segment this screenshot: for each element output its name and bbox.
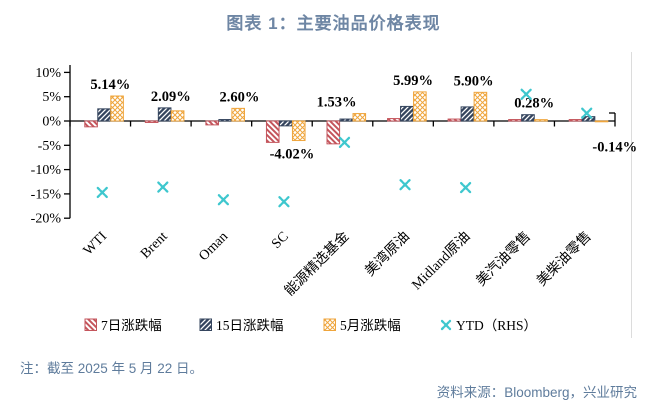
- bar-15日涨跌幅-美汽油零售: [521, 114, 535, 122]
- bar-7日涨跌幅-Oman: [205, 120, 219, 126]
- y-tick-label: 0%: [42, 115, 61, 130]
- data-label: 2.09%: [151, 89, 191, 105]
- ytd-marker-Oman: [217, 194, 230, 206]
- footnote-asof-date: 注：截至 2025 年 5 月 22 日。: [20, 361, 204, 376]
- data-label: -4.02%: [270, 146, 315, 162]
- data-label: 5.99%: [393, 73, 433, 89]
- bar-5月涨跌幅-WTI: [110, 95, 124, 122]
- bar-5月涨跌幅-能源精选基金: [352, 113, 367, 122]
- y-tick-label: 10%: [35, 66, 61, 81]
- legend-label: 7日涨跌幅: [101, 318, 162, 333]
- y-tick-label: -15%: [31, 187, 62, 202]
- bar-7日涨跌幅-WTI: [84, 120, 98, 128]
- ytd-markers: [96, 88, 593, 208]
- bar-5月涨跌幅-Midland原油: [473, 91, 488, 122]
- ytd-marker-WTI: [96, 186, 108, 199]
- ytd-marker-SC: [278, 196, 290, 208]
- bar-7日涨跌幅-Brent: [144, 120, 159, 123]
- bar-7日涨跌幅-美柴油零售: [568, 119, 583, 122]
- bar-15日涨跌幅-WTI: [97, 108, 111, 122]
- category-label-美湾原油: 美湾原油: [361, 228, 413, 280]
- category-label-SC: SC: [269, 229, 292, 252]
- y-tick-label: -5%: [38, 139, 62, 154]
- data-label: 5.14%: [90, 77, 130, 93]
- bar-5月涨跌幅-美柴油零售: [594, 120, 609, 123]
- legend-item-15日涨跌幅: 15日涨跌幅: [199, 318, 284, 333]
- ytd-marker-美湾原油: [399, 179, 411, 191]
- legend-item-7日涨跌幅: 7日涨跌幅: [84, 318, 162, 333]
- oil-price-bar-chart: 10% 5% 0% -5% -10% -15% -20% 5.14% 2.09% 2.60% -4.…: [31, 52, 637, 338]
- category-label-Midland原油: Midland原油: [409, 229, 474, 294]
- bar-5月涨跌幅-Brent: [170, 110, 185, 122]
- bar-7日涨跌幅-SC: [265, 120, 280, 143]
- legend-ytd-marker: [440, 319, 452, 331]
- bar-15日涨跌幅-Oman: [218, 119, 232, 122]
- legend-item-YTD（RHS）: YTD（RHS）: [440, 318, 537, 333]
- category-label-美汽油零售: 美汽油零售: [473, 229, 534, 290]
- data-source-line: 资料来源：Bloomberg，兴业研究: [436, 385, 637, 400]
- bar-7日涨跌幅-美湾原油: [387, 118, 401, 122]
- bar-15日涨跌幅-美湾原油: [400, 105, 414, 122]
- bar-5月涨跌幅-美湾原油: [413, 91, 427, 122]
- bar-7日涨跌幅-美汽油零售: [508, 119, 522, 122]
- legend-swatch: [84, 318, 97, 331]
- ytd-marker-Midland原油: [459, 181, 472, 194]
- y-tick-label: 5%: [42, 90, 61, 105]
- data-label: 1.53%: [317, 95, 357, 111]
- bar-series: [84, 91, 609, 145]
- chart-title: 图表 1：主要油品价格表现: [226, 14, 441, 33]
- y-tick-label: -10%: [31, 163, 62, 178]
- bar-7日涨跌幅-Midland原油: [447, 118, 462, 122]
- legend-swatch: [323, 318, 336, 331]
- y-axis: 10% 5% 0% -5% -10% -15% -20%: [31, 65, 71, 227]
- legend-label: 15日涨跌幅: [216, 318, 284, 333]
- category-label-能源精选基金: 能源精选基金: [281, 228, 352, 299]
- bar-5月涨跌幅-SC: [291, 120, 306, 142]
- ytd-marker-能源精选基金: [338, 136, 351, 149]
- value-labels: 5.14% 2.09% 2.60% -4.02% 1.53% 5.99% 5.90% 0.28…: [90, 73, 637, 162]
- bar-15日涨跌幅-SC: [278, 120, 293, 127]
- ytd-marker-Brent: [157, 181, 169, 193]
- legend-item-5月涨跌幅: 5月涨跌幅: [323, 318, 401, 333]
- data-label: 5.90%: [454, 73, 494, 89]
- bar-15日涨跌幅-Brent: [157, 107, 172, 122]
- legend: 7日涨跌幅 15日涨跌幅 5月涨跌幅 YTD（RHS）: [84, 318, 537, 333]
- bar-5月涨跌幅-Oman: [231, 107, 245, 122]
- bar-15日涨跌幅-能源精选基金: [339, 118, 354, 122]
- legend-swatch: [199, 318, 212, 331]
- bar-15日涨跌幅-Midland原油: [460, 106, 475, 122]
- category-label-Oman: Oman: [196, 229, 231, 264]
- y-tick-label: -20%: [31, 212, 62, 227]
- data-label: -0.14%: [592, 140, 637, 156]
- category-label-Brent: Brent: [138, 229, 171, 262]
- data-label: 0.28%: [514, 96, 554, 112]
- bar-7日涨跌幅-能源精选基金: [326, 120, 341, 145]
- category-label-美柴油零售: 美柴油零售: [534, 229, 595, 290]
- ytd-marker-美汽油零售: [520, 88, 532, 100]
- legend-label: YTD（RHS）: [456, 318, 537, 333]
- bar-5月涨跌幅-美汽油零售: [534, 119, 548, 122]
- category-label-WTI: WTI: [81, 229, 111, 259]
- ytd-marker-美柴油零售: [581, 107, 593, 119]
- legend-label: 5月涨跌幅: [340, 318, 401, 333]
- data-label: 2.60%: [219, 89, 259, 105]
